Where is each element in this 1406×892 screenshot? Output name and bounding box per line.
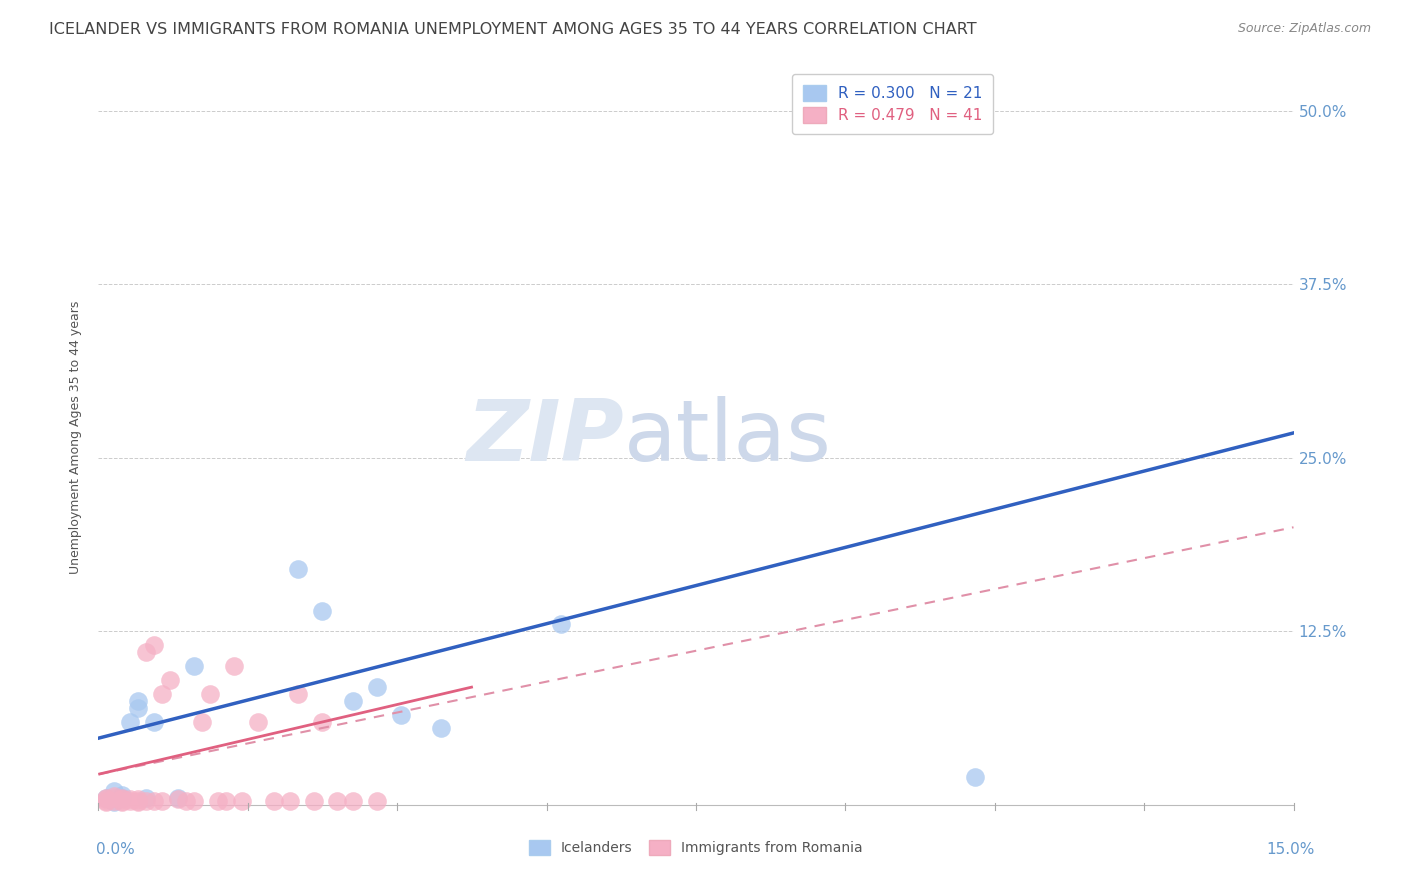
- Point: [120, 714, 142, 729]
- Point: [103, 790, 125, 805]
- Text: ZIP: ZIP: [467, 395, 624, 479]
- Point: [111, 795, 134, 809]
- Point: [103, 794, 125, 808]
- Point: [111, 790, 134, 805]
- Y-axis label: Unemployment Among Ages 35 to 44 years: Unemployment Among Ages 35 to 44 years: [69, 301, 83, 574]
- Point: [550, 617, 572, 632]
- Point: [844, 103, 866, 118]
- Point: [174, 794, 197, 808]
- Point: [342, 794, 364, 808]
- Point: [963, 770, 986, 784]
- Point: [207, 794, 229, 808]
- Point: [135, 794, 157, 808]
- Point: [96, 790, 118, 805]
- Point: [103, 789, 125, 804]
- Text: atlas: atlas: [624, 395, 832, 479]
- Point: [198, 687, 221, 701]
- Point: [143, 714, 166, 729]
- Point: [120, 794, 142, 808]
- Point: [150, 687, 173, 701]
- Point: [111, 792, 134, 806]
- Point: [127, 795, 149, 809]
- Point: [342, 694, 364, 708]
- Point: [326, 794, 349, 808]
- Point: [135, 645, 157, 659]
- Point: [389, 707, 412, 722]
- Point: [103, 795, 125, 809]
- Point: [311, 603, 333, 617]
- Point: [96, 790, 118, 805]
- Point: [278, 794, 301, 808]
- Point: [111, 790, 134, 805]
- Point: [191, 714, 214, 729]
- Point: [183, 659, 205, 673]
- Point: [366, 680, 388, 694]
- Text: ICELANDER VS IMMIGRANTS FROM ROMANIA UNEMPLOYMENT AMONG AGES 35 TO 44 YEARS CORR: ICELANDER VS IMMIGRANTS FROM ROMANIA UNE…: [49, 22, 977, 37]
- Point: [135, 790, 157, 805]
- Point: [167, 792, 190, 806]
- Point: [127, 700, 149, 714]
- Point: [311, 714, 333, 729]
- Point: [430, 722, 453, 736]
- Point: [366, 794, 388, 808]
- Point: [263, 794, 285, 808]
- Point: [127, 794, 149, 808]
- Text: 15.0%: 15.0%: [1267, 842, 1315, 856]
- Point: [150, 794, 173, 808]
- Point: [215, 794, 238, 808]
- Point: [167, 790, 190, 805]
- Point: [96, 792, 118, 806]
- Point: [246, 714, 269, 729]
- Text: Source: ZipAtlas.com: Source: ZipAtlas.com: [1237, 22, 1371, 36]
- Point: [143, 638, 166, 652]
- Point: [120, 792, 142, 806]
- Point: [159, 673, 181, 687]
- Point: [287, 687, 309, 701]
- Point: [96, 794, 118, 808]
- Point: [231, 794, 253, 808]
- Point: [287, 562, 309, 576]
- Point: [111, 794, 134, 808]
- Legend: Icelanders, Immigrants from Romania: Icelanders, Immigrants from Romania: [523, 835, 869, 861]
- Point: [302, 794, 325, 808]
- Point: [103, 784, 125, 798]
- Point: [143, 794, 166, 808]
- Point: [127, 792, 149, 806]
- Point: [183, 794, 205, 808]
- Point: [127, 694, 149, 708]
- Point: [96, 795, 118, 809]
- Point: [222, 659, 245, 673]
- Point: [111, 788, 134, 802]
- Text: 0.0%: 0.0%: [96, 842, 135, 856]
